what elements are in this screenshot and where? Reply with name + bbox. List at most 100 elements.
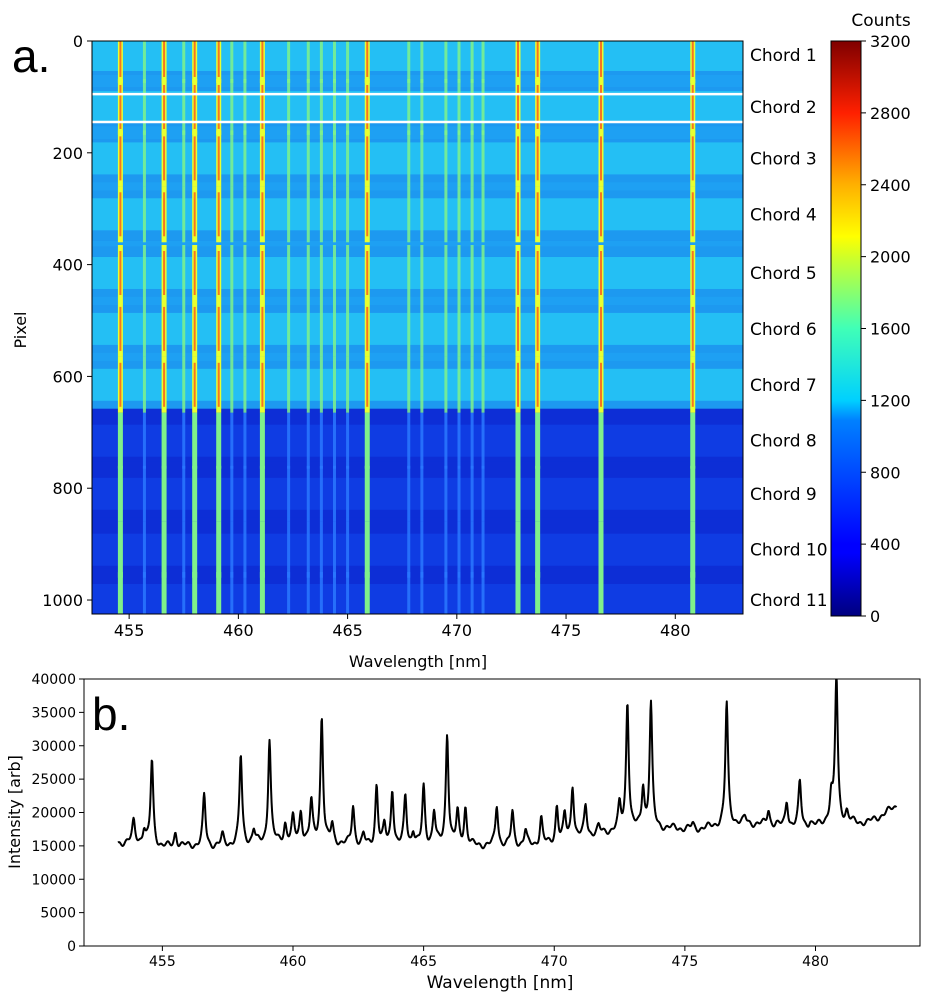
x-tick-label: 480 <box>660 621 691 640</box>
colorbar-tick-label: 800 <box>870 463 901 482</box>
emission-line-peak <box>366 136 369 181</box>
x-tick-label: 455 <box>114 621 145 640</box>
weak-line-mark <box>142 412 146 469</box>
emission-line-peak <box>261 41 264 77</box>
weak-line-mark <box>407 521 411 578</box>
weak-line-mark <box>444 41 448 83</box>
weak-line-mark <box>243 300 247 357</box>
weak-line-mark <box>287 244 291 301</box>
weak-line-mark <box>319 244 323 301</box>
weak-line-mark <box>420 78 424 135</box>
weak-line-mark <box>319 412 323 469</box>
emission-line-peak <box>516 41 519 77</box>
weak-line-mark <box>319 41 323 83</box>
weak-line-mark <box>287 465 291 522</box>
colorbar-tick-label: 0 <box>870 607 880 626</box>
weak-line-mark <box>420 521 424 578</box>
weak-line-mark <box>142 465 146 522</box>
weak-line-mark <box>319 521 323 578</box>
chord-band-core <box>92 41 743 71</box>
weak-line-mark <box>142 186 146 243</box>
weak-line-mark <box>470 78 474 135</box>
emission-line-mark <box>364 465 370 522</box>
weak-line-mark <box>346 412 350 469</box>
emission-line-peak <box>366 41 369 77</box>
emission-line-peak <box>536 84 539 129</box>
y-tick-label: 20000 <box>31 806 76 822</box>
emission-line-mark <box>598 412 604 469</box>
chord-label: Chord 4 <box>750 205 817 225</box>
emission-line-peak <box>691 362 694 407</box>
weak-line-mark <box>420 244 424 301</box>
weak-line-mark <box>287 412 291 469</box>
weak-line-mark <box>346 41 350 83</box>
weak-line-mark <box>444 465 448 522</box>
emission-line-mark <box>690 521 696 578</box>
emission-line-mark <box>259 465 265 522</box>
emission-line-mark <box>535 465 541 522</box>
weak-line-mark <box>306 572 310 614</box>
chord-label: Chord 1 <box>750 46 817 66</box>
weak-line-mark <box>230 412 234 469</box>
emission-line-peak <box>163 41 166 77</box>
weak-line-mark <box>230 130 234 187</box>
spectrum-y-axis-label: Intensity [arb] <box>5 755 24 869</box>
weak-line-mark <box>420 356 424 413</box>
weak-line-mark <box>332 572 336 614</box>
weak-line-mark <box>230 356 234 413</box>
weak-line-mark <box>407 465 411 522</box>
panel-b-label: b. <box>92 688 130 740</box>
emission-line-mark <box>690 572 696 614</box>
emission-line-peak <box>691 84 694 129</box>
weak-line-mark <box>306 186 310 243</box>
chord-label: Chord 2 <box>750 98 817 118</box>
weak-line-mark <box>346 300 350 357</box>
panel-a-label: a. <box>12 30 50 82</box>
emission-line-peak <box>217 136 220 181</box>
emission-line-mark <box>192 465 198 522</box>
y-tick-label: 400 <box>52 256 83 275</box>
colorbar-tick-label: 1200 <box>870 391 911 410</box>
weak-line-mark <box>182 356 186 413</box>
colorbar-tick-label: 1600 <box>870 320 911 339</box>
weak-line-mark <box>243 356 247 413</box>
weak-line-mark <box>182 412 186 469</box>
emission-line-peak <box>536 136 539 181</box>
colorbar-tick-label: 2800 <box>870 104 911 123</box>
emission-line-mark <box>259 572 265 614</box>
weak-line-mark <box>142 356 146 413</box>
y-tick-label: 40000 <box>31 672 76 688</box>
weak-line-mark <box>306 78 310 135</box>
emission-line-mark <box>161 465 167 522</box>
emission-line-mark <box>515 521 521 578</box>
chord-label: Chord 3 <box>750 149 817 169</box>
chord-band-core <box>92 424 743 457</box>
emission-line-mark <box>117 412 123 469</box>
chord-band-core <box>92 584 743 614</box>
emission-line-mark <box>259 521 265 578</box>
emission-line-peak <box>691 306 694 351</box>
colorbar-tick-label: 2400 <box>870 176 911 195</box>
emission-line-peak <box>119 192 122 237</box>
heatmap-x-axis-label: Wavelength [nm] <box>349 652 487 671</box>
heatmap-x-ticks: 455 460 465 470 475 480 <box>114 614 691 640</box>
weak-line-mark <box>243 572 247 614</box>
emission-line-peak <box>600 192 603 237</box>
weak-line-mark <box>230 572 234 614</box>
weak-line-mark <box>230 41 234 83</box>
weak-line-mark <box>230 78 234 135</box>
weak-line-mark <box>481 186 485 243</box>
emission-line-peak <box>163 306 166 351</box>
weak-line-mark <box>420 186 424 243</box>
weak-line-mark <box>332 130 336 187</box>
weak-line-mark <box>346 465 350 522</box>
emission-line-mark <box>216 465 222 522</box>
weak-line-mark <box>182 130 186 187</box>
weak-line-mark <box>332 412 336 469</box>
chord-labels: Chord 1 Chord 2 Chord 3 Chord 4 Chord 5 Chord… <box>750 46 828 611</box>
emission-line-peak <box>261 306 264 351</box>
weak-line-mark <box>306 356 310 413</box>
weak-line-mark <box>306 521 310 578</box>
heatmap-y-ticks: 0 200 400 600 800 1000 <box>42 32 92 610</box>
weak-line-mark <box>481 300 485 357</box>
